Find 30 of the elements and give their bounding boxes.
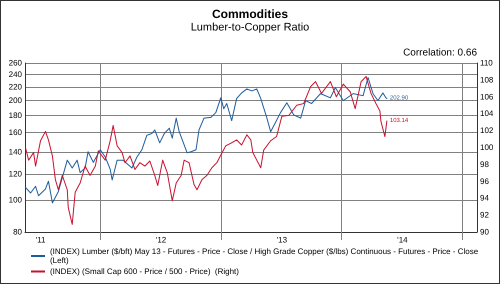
text: Correlation: 0.66	[403, 48, 478, 58]
y2-tick-label: 92	[480, 210, 490, 220]
legend-label: (INDEX) Lumber ($/bft) May 13 - Futures - Price - Close / High Grade Copper ($/lbs) Continuous - Futures - Price - Close (Left)	[50, 247, 483, 265]
x-tick-label: '14	[397, 236, 408, 244]
y2-tick-label: 104	[480, 109, 494, 118]
y-tick-label: 180	[8, 111, 23, 120]
y-tick-label: 260	[8, 58, 23, 68]
y2-tick-label: 98	[480, 160, 490, 169]
y2-tick-label: 90	[480, 228, 490, 236]
y-tick-label: 160	[8, 128, 23, 138]
y2-tick-label: 96	[480, 176, 490, 186]
y-tick-label: 240	[8, 70, 23, 79]
y2-tick-label: 94	[480, 194, 490, 203]
y2-tick-label: 102	[480, 126, 494, 136]
y2-tick-label: 110	[480, 58, 494, 68]
x-tick-label: '12	[156, 236, 167, 244]
y2-tick-label: 108	[480, 75, 494, 84]
legend-label: (INDEX) (Small Cap 600 - Price / 500 - Price) (Right)	[50, 267, 240, 276]
x-tick-label: '11	[36, 236, 46, 244]
chart-subtitle: Lumber-to-Copper Ratio	[190, 22, 310, 34]
y-tick-label: 100	[8, 196, 23, 205]
y-tick-label: 140	[8, 147, 23, 156]
y-tick-label: 200	[8, 96, 23, 106]
x-tick-label: '13	[276, 236, 288, 244]
y-tick-label: 80	[13, 228, 23, 236]
y2-tick-label: 106	[480, 92, 494, 102]
chart-title: Commodities	[212, 7, 288, 21]
y-tick-label: 220	[8, 82, 23, 92]
y-tick-label: 120	[8, 169, 23, 178]
y2-tick-label: 100	[480, 143, 494, 152]
